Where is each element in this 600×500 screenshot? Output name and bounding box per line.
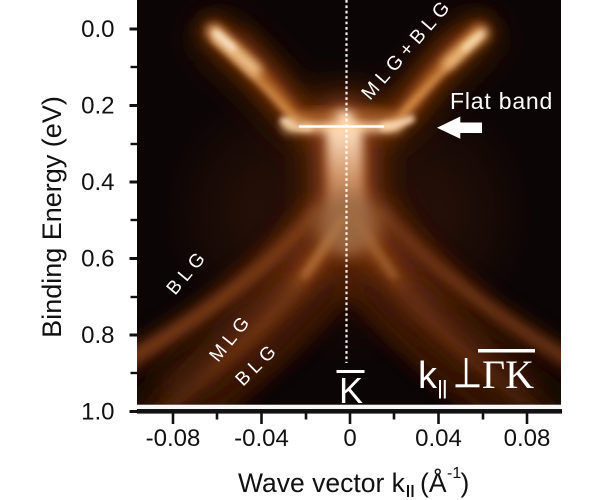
svg-text:0.08: 0.08 — [504, 425, 551, 452]
svg-text:K: K — [339, 370, 363, 411]
svg-text:0.0: 0.0 — [81, 16, 114, 43]
svg-text:0: 0 — [343, 425, 356, 452]
svg-text:0.4: 0.4 — [81, 169, 114, 196]
svg-text:1.0: 1.0 — [81, 399, 114, 426]
svg-text:): ) — [461, 468, 470, 498]
svg-text:-0.04: -0.04 — [234, 425, 289, 452]
svg-text:0.6: 0.6 — [81, 246, 114, 273]
svg-text:k: k — [418, 355, 438, 397]
svg-text:(Å: (Å — [420, 468, 447, 498]
svg-text:0.04: 0.04 — [415, 425, 462, 452]
svg-text:Binding Energy (eV): Binding Energy (eV) — [37, 96, 67, 338]
svg-text:ΓK: ΓK — [482, 352, 534, 397]
svg-text:Wave vector k: Wave vector k — [238, 468, 406, 498]
svg-text:0.8: 0.8 — [81, 322, 114, 349]
svg-text:0.2: 0.2 — [81, 93, 114, 120]
svg-text:-0.08: -0.08 — [146, 425, 201, 452]
svg-text:Flat band: Flat band — [450, 88, 553, 114]
svg-text:-1: -1 — [447, 465, 461, 482]
